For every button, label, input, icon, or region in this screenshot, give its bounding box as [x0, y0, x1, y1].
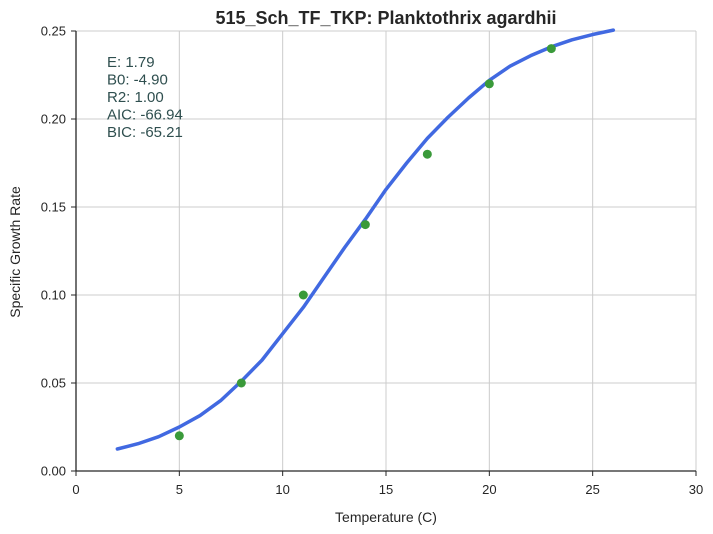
- y-tick-label: 0.25: [41, 24, 66, 39]
- grid: [76, 30, 697, 471]
- plot-area: [115, 28, 616, 451]
- data-point: [484, 79, 494, 89]
- data-point: [298, 290, 308, 300]
- data-point: [174, 431, 184, 441]
- fit-curve-line: [115, 28, 616, 451]
- ticks: 0 5 10 15 20 25 30 0.00 0.05 0.10 0.15 0.20 0.25: [41, 24, 704, 498]
- stats-line: B0: -4.90: [107, 72, 168, 89]
- y-tick-label: 0.00: [41, 464, 66, 479]
- data-point: [546, 44, 556, 54]
- y-tick-label: 0.10: [41, 288, 66, 303]
- y-tick-label: 0.15: [41, 200, 66, 215]
- x-tick-label: 30: [689, 482, 703, 497]
- chart-title: 515_Sch_TF_TKP: Planktothrix agardhii: [215, 8, 556, 28]
- x-tick-label: 10: [275, 482, 289, 497]
- x-tick-label: 25: [585, 482, 599, 497]
- y-axis-label: Specific Growth Rate: [7, 186, 23, 318]
- y-tick-label: 0.05: [41, 376, 66, 391]
- data-point: [236, 378, 246, 388]
- x-tick-label: 0: [72, 482, 79, 497]
- x-axis-label: Temperature (C): [335, 509, 437, 525]
- stats-line: E: 1.79: [107, 54, 155, 71]
- stats-line: R2: 1.00: [107, 89, 164, 106]
- data-point: [360, 220, 370, 230]
- data-point: [422, 149, 432, 159]
- stats-line: AIC: -66.94: [107, 107, 183, 124]
- y-tick-label: 0.20: [41, 112, 66, 127]
- x-tick-label: 15: [379, 482, 393, 497]
- x-tick-label: 20: [482, 482, 496, 497]
- x-tick-label: 5: [176, 482, 183, 497]
- stats-line: BIC: -65.21: [107, 124, 183, 141]
